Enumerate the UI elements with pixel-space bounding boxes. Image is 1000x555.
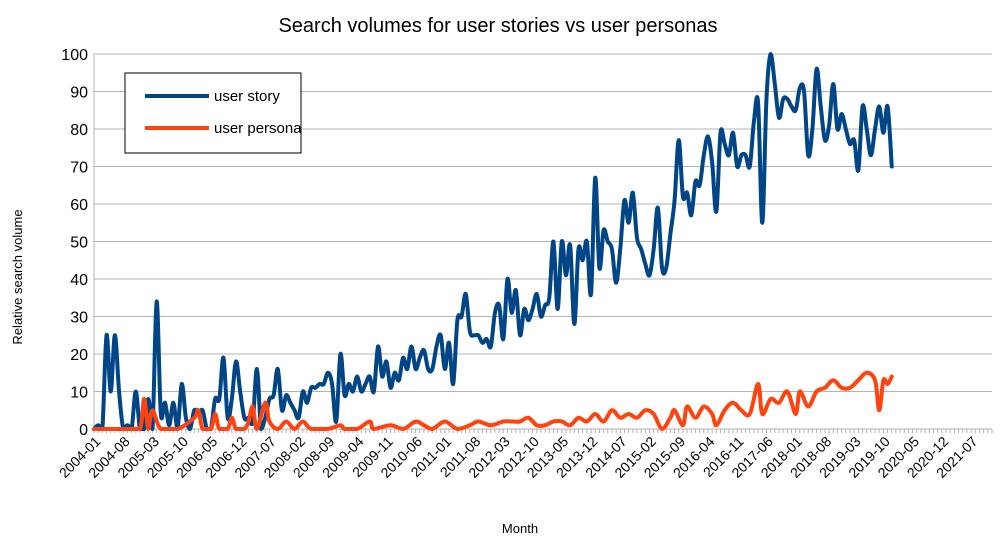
y-tick-label: 100 xyxy=(61,47,88,64)
grid-lines xyxy=(94,53,992,430)
y-tick-label: 20 xyxy=(70,347,88,364)
y-tick-label: 60 xyxy=(70,197,88,214)
y-tick-label: 80 xyxy=(70,122,88,139)
y-axis-label: Relative search volume xyxy=(10,209,25,344)
legend-box xyxy=(124,72,302,154)
legend: user story user persona xyxy=(124,72,302,154)
chart-title: Search volumes for user stories vs user … xyxy=(278,15,717,37)
x-axis-label: Month xyxy=(502,521,538,536)
axes xyxy=(93,54,993,433)
y-tick-label: 50 xyxy=(70,235,88,252)
series-lines xyxy=(92,52,894,432)
y-tick-label: 30 xyxy=(70,310,88,327)
y-tick-labels: 0 10 20 30 40 50 60 70 80 90 100 xyxy=(61,47,88,439)
x-tick-labels: 2004-012004-082005-032005-102006-052006-… xyxy=(56,433,981,481)
y-tick-label: 10 xyxy=(70,385,88,402)
y-tick-label: 0 xyxy=(79,422,88,439)
legend-label-user-story: user story xyxy=(214,88,280,105)
series-line-user-persona xyxy=(92,370,894,432)
y-tick-label: 40 xyxy=(70,272,88,289)
y-tick-label: 70 xyxy=(70,160,88,177)
series-line-user-story xyxy=(92,52,894,432)
y-tick-label: 90 xyxy=(70,85,88,102)
legend-label-user-persona: user persona xyxy=(214,120,302,137)
